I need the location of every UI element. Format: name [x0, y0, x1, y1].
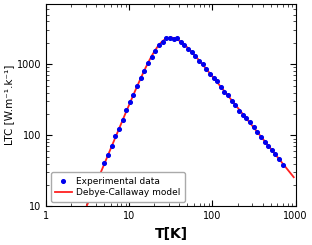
- Experimental data: [109, 144, 114, 148]
- Experimental data: [164, 37, 169, 40]
- Experimental data: [240, 113, 245, 117]
- Experimental data: [236, 109, 241, 113]
- Debye-Callaway model: [169, 36, 173, 39]
- Debye-Callaway model: [197, 58, 200, 61]
- Experimental data: [215, 79, 220, 83]
- Experimental data: [204, 67, 209, 71]
- Experimental data: [229, 99, 234, 103]
- X-axis label: T[K]: T[K]: [154, 227, 188, 241]
- Experimental data: [211, 76, 216, 80]
- Experimental data: [127, 100, 132, 104]
- Experimental data: [218, 85, 223, 89]
- Debye-Callaway model: [292, 176, 295, 179]
- Experimental data: [255, 130, 260, 134]
- Y-axis label: LTC [W.m⁻¹.k⁻¹]: LTC [W.m⁻¹.k⁻¹]: [4, 65, 14, 146]
- Experimental data: [269, 148, 274, 152]
- Experimental data: [244, 116, 249, 120]
- Experimental data: [226, 93, 231, 97]
- Experimental data: [131, 93, 136, 97]
- Experimental data: [251, 125, 256, 129]
- Debye-Callaway model: [100, 168, 104, 171]
- Debye-Callaway model: [164, 37, 168, 40]
- Experimental data: [186, 47, 191, 51]
- Debye-Callaway model: [119, 123, 123, 126]
- Experimental data: [149, 55, 154, 59]
- Experimental data: [157, 43, 162, 47]
- Experimental data: [146, 61, 151, 65]
- Experimental data: [113, 135, 118, 138]
- Experimental data: [102, 161, 107, 165]
- Experimental data: [153, 49, 158, 53]
- Experimental data: [200, 62, 205, 66]
- Experimental data: [280, 163, 285, 167]
- Experimental data: [142, 69, 147, 73]
- Experimental data: [276, 157, 281, 161]
- Experimental data: [124, 108, 129, 112]
- Experimental data: [178, 40, 183, 44]
- Experimental data: [105, 153, 110, 157]
- Experimental data: [273, 152, 278, 156]
- Experimental data: [135, 84, 140, 88]
- Experimental data: [258, 135, 263, 139]
- Experimental data: [138, 76, 143, 80]
- Debye-Callaway model: [215, 80, 219, 83]
- Legend: Experimental data, Debye-Callaway model: Experimental data, Debye-Callaway model: [51, 172, 185, 202]
- Line: Debye-Callaway model: Debye-Callaway model: [61, 38, 294, 245]
- Experimental data: [189, 50, 194, 54]
- Experimental data: [262, 140, 267, 144]
- Experimental data: [247, 120, 252, 124]
- Experimental data: [207, 72, 212, 76]
- Experimental data: [266, 144, 271, 148]
- Experimental data: [116, 127, 121, 131]
- Experimental data: [193, 54, 198, 58]
- Experimental data: [233, 103, 238, 107]
- Experimental data: [197, 59, 202, 63]
- Debye-Callaway model: [235, 105, 238, 108]
- Experimental data: [222, 90, 227, 94]
- Experimental data: [171, 37, 176, 41]
- Experimental data: [160, 40, 165, 44]
- Experimental data: [168, 37, 173, 40]
- Experimental data: [175, 36, 180, 40]
- Experimental data: [182, 43, 187, 47]
- Experimental data: [120, 118, 125, 122]
